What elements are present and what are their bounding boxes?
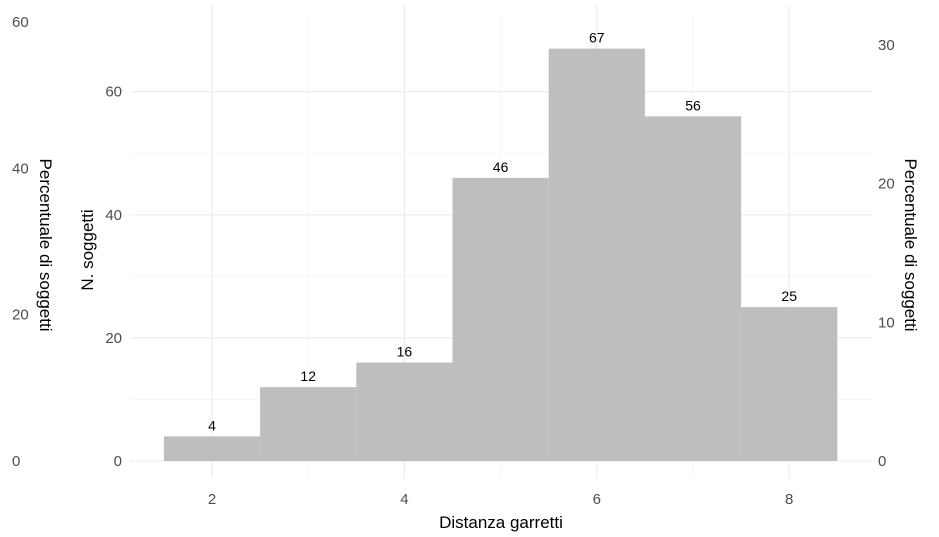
bar-value-label: 4 xyxy=(208,417,216,433)
bar xyxy=(163,436,261,461)
x-tick-label: 8 xyxy=(785,491,793,508)
bar-value-label: 16 xyxy=(397,344,413,360)
y-tick-label: 20 xyxy=(105,330,122,347)
x-tick-label: 4 xyxy=(400,491,408,508)
bar xyxy=(356,362,453,461)
bar xyxy=(741,307,838,461)
outer-y-tick-label: 60 xyxy=(12,14,29,31)
bar-value-label: 25 xyxy=(781,288,797,304)
bar-value-label: 46 xyxy=(493,159,509,175)
right-y-tick-label: 0 xyxy=(878,453,886,470)
y-tick-label: 60 xyxy=(105,84,122,101)
bar-value-label: 12 xyxy=(300,368,316,384)
bar xyxy=(644,116,742,461)
outer-y-tick-label: 40 xyxy=(12,160,29,177)
y-axis-title: N. soggetti xyxy=(78,209,97,290)
outer-y-tick-label: 0 xyxy=(12,453,20,470)
right-y-tick-label: 10 xyxy=(878,314,895,331)
bar-value-label: 67 xyxy=(589,30,605,46)
bar-labels-layer: 4 12 16 46 67 56 25 xyxy=(208,30,797,434)
outer-left-axis-title: Percentuale di soggetti xyxy=(36,159,55,332)
bar xyxy=(548,48,645,462)
y-tick-label: 40 xyxy=(105,207,122,224)
right-y-tick-label: 30 xyxy=(878,37,895,54)
x-tick-label: 6 xyxy=(593,491,601,508)
bar xyxy=(260,387,357,461)
right-y-tick-label: 20 xyxy=(878,176,895,193)
bar-value-label: 56 xyxy=(685,97,701,113)
right-axis-title: Percentuale di soggetti xyxy=(901,159,920,332)
y-tick-label: 0 xyxy=(114,453,122,470)
outer-y-tick-label: 20 xyxy=(12,307,29,324)
x-axis-title: Distanza garretti xyxy=(439,513,563,532)
bar xyxy=(452,177,549,461)
bars-layer xyxy=(163,48,838,462)
x-tick-label: 2 xyxy=(208,491,216,508)
